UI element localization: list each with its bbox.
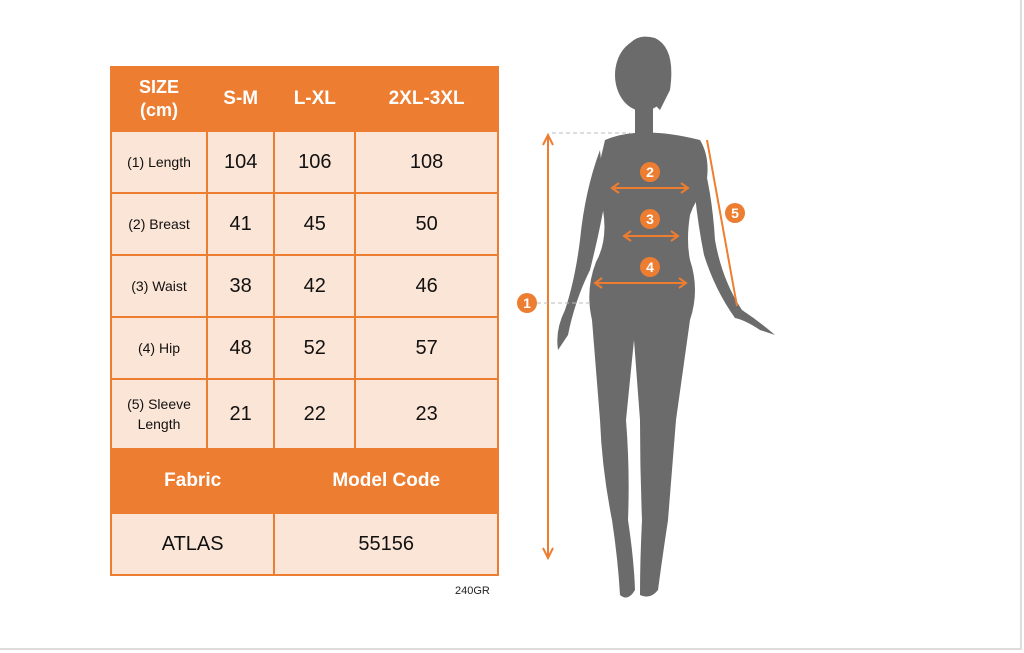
table-row: (5) Sleeve Length 21 22 23 bbox=[110, 378, 499, 450]
table-row: (4) Hip 48 52 57 bbox=[110, 316, 499, 380]
cell: 46 bbox=[354, 254, 499, 318]
cell: 104 bbox=[205, 130, 276, 194]
cell: 23 bbox=[354, 378, 499, 450]
table-row: (1) Length 104 106 108 bbox=[110, 130, 499, 194]
size-header: SIZE (cm) bbox=[110, 66, 208, 132]
cell: 108 bbox=[354, 130, 499, 194]
fabric-value: ATLAS bbox=[109, 512, 276, 576]
size-l-xl: L-XL bbox=[273, 66, 357, 132]
model-code-label: Model Code bbox=[273, 448, 499, 514]
table-row: (2) Breast 41 45 50 bbox=[110, 192, 499, 256]
cell: 106 bbox=[273, 130, 357, 194]
woman-silhouette-icon bbox=[557, 36, 775, 598]
row-label: (4) Hip bbox=[110, 316, 208, 380]
size-s-m: S-M bbox=[205, 66, 276, 132]
model-code-value: 55156 bbox=[273, 512, 499, 576]
sleeve-arrow bbox=[706, 139, 738, 307]
fabric-label: Fabric bbox=[109, 448, 276, 514]
cell: 50 bbox=[354, 192, 499, 256]
cell: 57 bbox=[354, 316, 499, 380]
cell: 22 bbox=[273, 378, 357, 450]
marker-4: 4 bbox=[646, 259, 654, 275]
table-row: (3) Waist 38 42 46 bbox=[110, 254, 499, 318]
marker-5: 5 bbox=[731, 205, 739, 221]
fabric-weight-note: 240GR bbox=[455, 585, 490, 597]
row-label: (5) Sleeve Length bbox=[110, 378, 208, 450]
fabric-header-row: Fabric Model Code bbox=[109, 448, 499, 514]
size-2xl-3xl: 2XL-3XL bbox=[354, 66, 499, 132]
row-label: (2) Breast bbox=[110, 192, 208, 256]
header-row: SIZE (cm) S-M L-XL 2XL-3XL bbox=[110, 66, 499, 132]
cell: 45 bbox=[273, 192, 357, 256]
marker-3: 3 bbox=[646, 211, 654, 227]
cell: 38 bbox=[205, 254, 276, 318]
cell: 41 bbox=[205, 192, 276, 256]
row-label: (3) Waist bbox=[110, 254, 208, 318]
cell: 21 bbox=[205, 378, 276, 450]
row-label: (1) Length bbox=[110, 130, 208, 194]
marker-2: 2 bbox=[646, 164, 654, 180]
marker-1: 1 bbox=[523, 295, 531, 311]
cell: 52 bbox=[273, 316, 357, 380]
cell: 42 bbox=[273, 254, 357, 318]
fabric-value-row: ATLAS 55156 bbox=[109, 512, 499, 576]
cell: 48 bbox=[205, 316, 276, 380]
size-chart-table: SIZE (cm) S-M L-XL 2XL-3XL (1) Length 104 1… bbox=[109, 66, 499, 576]
